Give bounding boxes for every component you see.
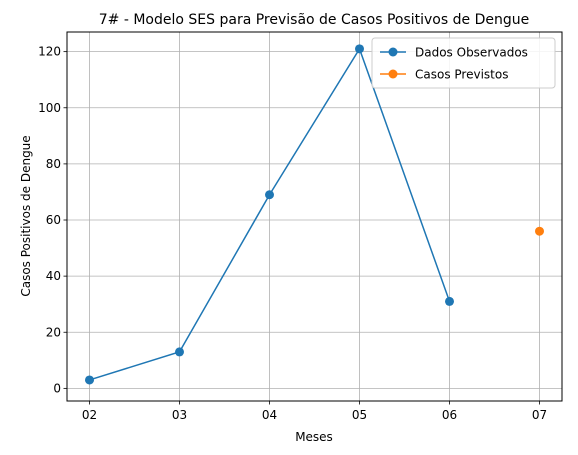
y-tick-label: 40: [46, 269, 61, 283]
y-tick-label: 120: [38, 45, 61, 59]
y-axis-ticks: 0 20 40 60 80 100 120: [38, 45, 67, 395]
legend-box: [371, 37, 556, 89]
y-tick-label: 100: [38, 101, 61, 115]
grid-lines: [67, 32, 562, 401]
legend: Dados Observados Casos Previstos: [371, 37, 556, 89]
legend-label: Casos Previstos: [415, 68, 508, 82]
legend-marker: [388, 47, 398, 57]
data-point: [175, 347, 184, 357]
x-tick-label: 06: [442, 408, 457, 422]
x-tick-label: 04: [262, 408, 277, 422]
y-axis-label: Casos Positivos de Dengue: [19, 135, 33, 296]
x-axis-ticks: 02 03 04 05 06 07: [82, 401, 547, 422]
legend-label: Dados Observados: [415, 46, 528, 60]
x-tick-label: 02: [82, 408, 97, 422]
series-2: [535, 226, 544, 236]
data-point: [85, 375, 94, 385]
series-1: [85, 44, 454, 385]
x-tick-label: 07: [532, 408, 547, 422]
y-tick-label: 80: [46, 157, 61, 171]
x-tick-label: 03: [172, 408, 187, 422]
data-point: [355, 44, 364, 54]
y-tick-label: 60: [46, 213, 61, 227]
legend-item: Casos Previstos: [380, 68, 508, 82]
legend-marker: [388, 69, 398, 79]
x-tick-label: 05: [352, 408, 367, 422]
plot-frame: [66, 31, 563, 402]
y-tick-label: 0: [53, 381, 61, 395]
data-point: [265, 190, 274, 200]
data-point: [445, 296, 454, 306]
y-tick-label: 20: [46, 325, 61, 339]
series-layer: [85, 44, 544, 385]
x-axis-label: Meses: [295, 430, 333, 444]
data-point: [535, 226, 544, 236]
legend-item: Dados Observados: [380, 46, 528, 60]
chart-title: 7# - Modelo SES para Previsão de Casos P…: [99, 12, 529, 28]
